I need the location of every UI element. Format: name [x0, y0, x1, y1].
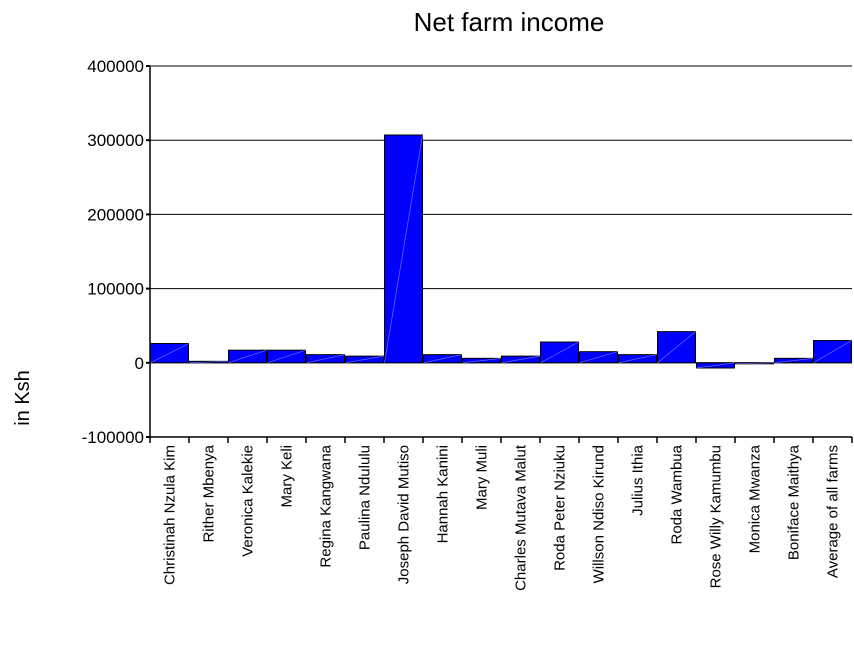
x-tick-label: Roda Peter Nziuku: [552, 445, 569, 571]
bar-hatch: [228, 349, 267, 364]
x-tick-label: Veronica Kalekie: [240, 445, 257, 557]
bar-hatch: [774, 358, 813, 364]
x-tick-label: Charles Mutava Malut: [513, 444, 530, 591]
y-tick-label: -100000: [82, 428, 144, 447]
bar-hatch: [501, 355, 540, 364]
bar-hatch: [696, 362, 735, 369]
x-tick-label: Rither Mbenya: [201, 444, 218, 542]
y-tick-label: 200000: [87, 205, 144, 224]
x-tick-label: Monica Mwanza: [747, 444, 764, 553]
x-tick-label: Regina Kangwana: [318, 444, 335, 567]
x-tick-label: Joseph David Mutiso: [396, 445, 413, 584]
x-tick-label: Rose Willy Kamumbu: [708, 445, 725, 588]
bar-hatch: [423, 354, 462, 364]
y-axis-label: in Ksh: [12, 370, 34, 426]
x-tick-label: Willson Ndiso Kirund: [591, 445, 608, 583]
axes: [146, 65, 853, 443]
bar-hatch: [267, 349, 306, 364]
x-tick-label: Julius Ithia: [630, 444, 647, 516]
bar-hatch: [189, 360, 228, 364]
x-tick-label: Boniface Maithya: [786, 444, 803, 560]
x-tick-label: Mary Muli: [474, 445, 491, 510]
x-tick-label: Roda Wambua: [669, 444, 686, 544]
bar-hatch: [150, 343, 189, 364]
y-tick-label: 100000: [87, 280, 144, 299]
y-tick-label: 300000: [87, 131, 144, 150]
bar-hatch: [579, 351, 618, 364]
bar-hatch: [306, 354, 345, 364]
x-tick-label: Christinah Nzula Kim: [162, 445, 179, 585]
x-tick-label: Average of all farms: [825, 445, 842, 578]
y-tick-label: 400000: [87, 57, 144, 76]
bars: [150, 134, 852, 369]
x-tick-label: Mary Keli: [279, 445, 296, 508]
bar-hatch: [657, 331, 696, 364]
x-tick-label: Paulina Ndululu: [357, 445, 374, 550]
gridlines: [150, 65, 852, 364]
bar-hatch: [345, 355, 384, 364]
y-tick-label: 0: [135, 354, 144, 373]
y-tick-labels: 400000 300000 200000 100000 0 -100000: [82, 57, 144, 447]
bar-hatch: [618, 354, 657, 364]
bar-hatch: [384, 134, 423, 363]
bar-hatch: [540, 341, 579, 364]
x-tick-label: Hannah Kanini: [435, 445, 452, 543]
chart-title: Net farm income: [414, 7, 605, 37]
bar-hatch: [813, 340, 852, 364]
bar-hatch: [735, 362, 774, 365]
x-tick-labels: Christinah Nzula Kim Rither Mbenya Veronic…: [162, 444, 842, 591]
bar-hatch: [462, 358, 501, 364]
